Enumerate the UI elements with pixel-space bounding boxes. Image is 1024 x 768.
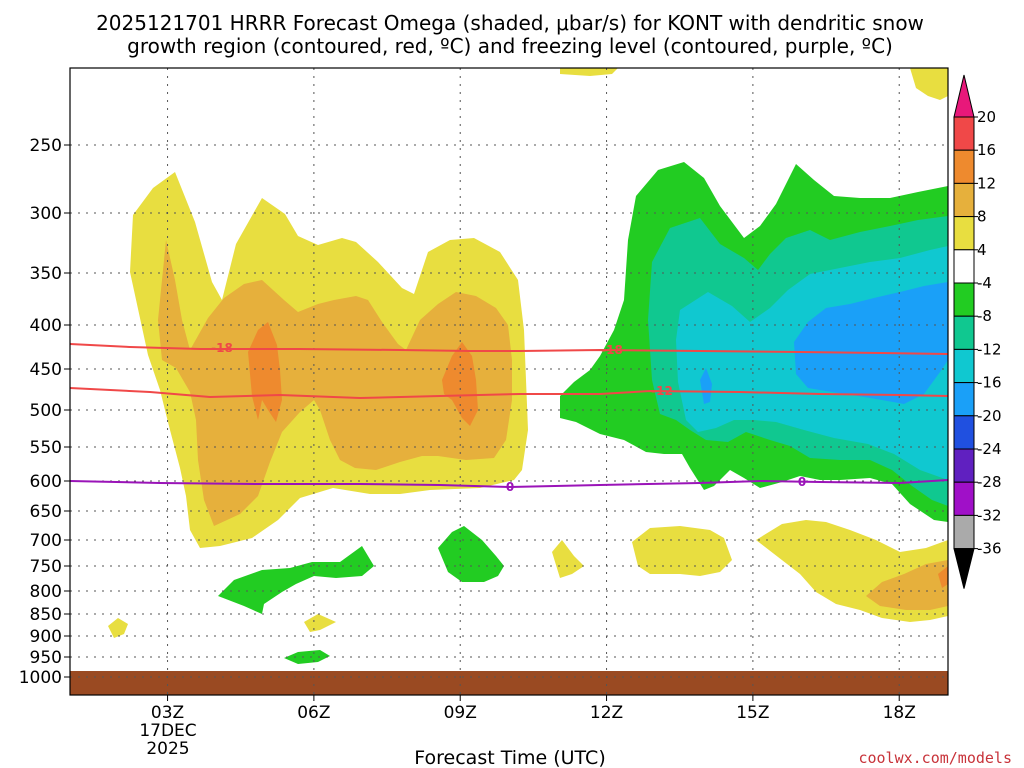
dgz-contour-minus-12	[69, 387, 949, 400]
colorbar-tick-label: -8	[977, 307, 992, 325]
colorbar-tick-label: -24	[977, 440, 1002, 458]
x-tick-label: 03Z	[151, 703, 184, 723]
credit-text: coolwx.com/models	[858, 749, 1012, 767]
omega-area-blue-right	[794, 282, 948, 404]
colorbar-tick-label: -20	[977, 407, 1002, 425]
y-tick-label: 1000	[19, 668, 62, 688]
ground-surface	[70, 671, 948, 695]
y-tick-label: 550	[30, 438, 62, 458]
colorbar-top-arrow	[953, 74, 975, 118]
chart-title-line-1: 2025121701 HRRR Forecast Omega (shaded, …	[96, 11, 924, 35]
omega-area-yellow-top-right	[910, 68, 948, 100]
colorbar-swatch	[953, 282, 975, 317]
x-axis-date-line-1: 17DEC	[139, 721, 196, 741]
colorbar-tick-label: -4	[977, 274, 992, 292]
omega-area-yellow-patch-1	[552, 540, 584, 578]
colorbar-tick-label: -32	[977, 506, 1002, 524]
colorbar-tick-label: -16	[977, 374, 1002, 392]
omega-area-yellow-dot-2	[304, 614, 336, 632]
x-tick-label: 12Z	[590, 703, 623, 723]
colorbar-swatch	[953, 448, 975, 483]
omega-shading	[108, 68, 948, 664]
x-tick-label: 09Z	[444, 703, 477, 723]
colorbar-tick-label: -28	[977, 473, 1002, 491]
colorbar-swatch	[953, 149, 975, 184]
colorbar-tick-label: 8	[977, 208, 987, 226]
y-tick-label: 300	[30, 204, 62, 224]
colorbar: 20 16 12 8 4 -4 -8 -12 -16 -20 -24 -28 -32 -36	[953, 74, 1002, 589]
y-tick-label: 250	[30, 136, 62, 156]
colorbar-tick-label: 20	[977, 108, 996, 126]
omega-area-dark-orange-bottom-right	[938, 566, 948, 588]
omega-area-yellow-dot-1	[108, 618, 128, 638]
freezing-label-a: 0	[506, 480, 514, 494]
x-axis-date-line-2: 2025	[146, 739, 189, 759]
y-axis: 2503003504004505005506006507007508008509…	[19, 136, 70, 688]
omega-area-yellow-top	[560, 68, 618, 76]
x-axis: 03Z 06Z 09Z 12Z 15Z 18Z	[151, 695, 916, 723]
dgz-label-minus-12: -12	[651, 384, 673, 398]
omega-area-yellow-patch-2	[632, 526, 732, 576]
colorbar-swatch	[953, 216, 975, 251]
y-tick-label: 800	[30, 582, 62, 602]
colorbar-swatch	[953, 514, 975, 550]
x-axis-label: Forecast Time (UTC)	[414, 747, 605, 768]
chart-title-line-2: growth region (contoured, red, ºC) and f…	[127, 34, 893, 58]
omega-area-orange-left	[158, 240, 512, 526]
dgz-label-minus-18-a: -18	[211, 341, 233, 355]
colorbar-swatch	[953, 481, 975, 516]
omega-area-green-patch-1	[218, 546, 374, 614]
colorbar-tick-label: -12	[977, 340, 1002, 358]
y-tick-label: 950	[30, 648, 62, 668]
dgz-contour-minus-18	[69, 343, 949, 355]
freezing-label-b: 0	[798, 475, 806, 489]
colorbar-tick-label: 16	[977, 141, 996, 159]
y-tick-label: 600	[30, 472, 62, 492]
y-tick-label: 400	[30, 316, 62, 336]
contours: -18 -18 -12 0 0	[69, 341, 949, 494]
colorbar-tick-label: 4	[977, 241, 987, 259]
y-tick-label: 350	[30, 264, 62, 284]
colorbar-swatch	[953, 116, 975, 151]
omega-area-blue-small	[700, 368, 712, 404]
colorbar-swatch	[953, 249, 975, 284]
plot-frame	[69, 67, 949, 696]
freezing-level-contour	[69, 479, 949, 489]
colorbar-bottom-arrow	[953, 548, 975, 589]
colorbar-swatch	[953, 315, 975, 350]
y-tick-label: 750	[30, 557, 62, 577]
colorbar-swatch	[953, 382, 975, 417]
y-tick-label: 700	[30, 531, 62, 551]
y-tick-label: 850	[30, 605, 62, 625]
omega-area-dark-orange-left-2	[442, 342, 478, 426]
y-tick-label: 500	[30, 401, 62, 421]
plot-area: -18 -18 -12 0 0	[69, 67, 949, 696]
y-tick-label: 650	[30, 502, 62, 522]
gridlines	[70, 68, 948, 695]
omega-area-green-patch-3	[284, 650, 330, 664]
colorbar-swatch	[953, 415, 975, 450]
colorbar-swatch	[953, 348, 975, 384]
colorbar-tick-label: -36	[977, 540, 1002, 558]
colorbar-swatch	[953, 182, 975, 218]
omega-area-dark-orange-left-1	[248, 322, 282, 422]
y-tick-label: 450	[30, 360, 62, 380]
x-tick-label: 06Z	[297, 703, 330, 723]
x-tick-label: 18Z	[883, 703, 916, 723]
dgz-label-minus-18-b: -18	[601, 343, 623, 357]
x-tick-label: 15Z	[736, 703, 769, 723]
colorbar-tick-label: 12	[977, 174, 996, 192]
omega-area-orange-bottom-right	[866, 560, 948, 610]
y-tick-label: 900	[30, 627, 62, 647]
